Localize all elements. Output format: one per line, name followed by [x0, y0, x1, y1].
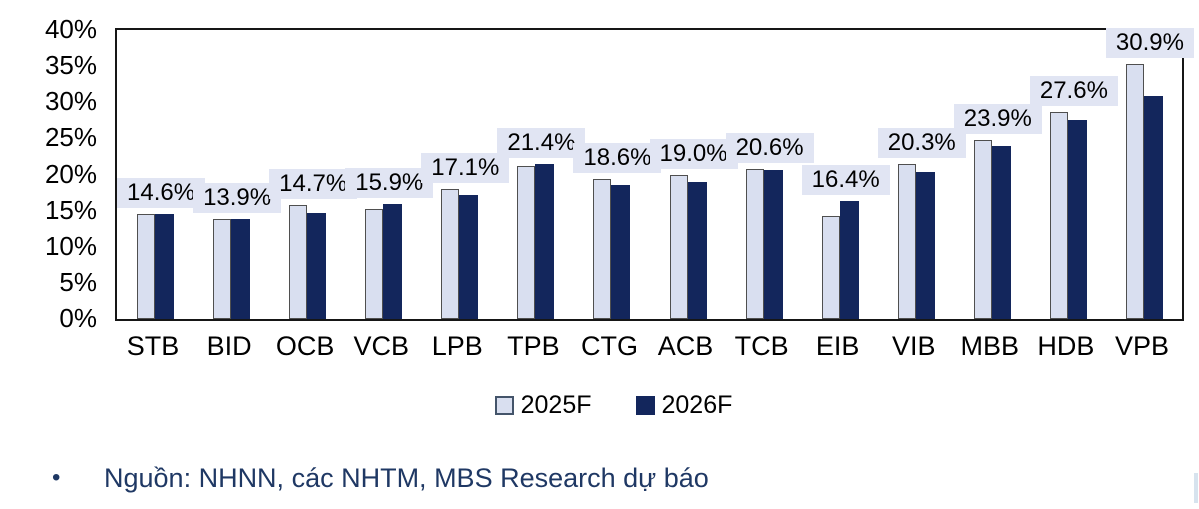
bar-2026f-tpb — [535, 164, 555, 319]
data-label-hdb: 27.6% — [1029, 76, 1118, 107]
data-label-stb: 14.6% — [117, 177, 206, 208]
data-label-vcb: 15.9% — [345, 168, 434, 199]
data-label-lpb: 17.1% — [421, 152, 510, 183]
data-label-tpb: 21.4% — [497, 128, 586, 159]
category-label-mbb: MBB — [960, 331, 1020, 361]
data-label-ocb: 14.7% — [269, 168, 358, 199]
y-tick-label: 35% — [44, 50, 97, 81]
category-label-hdb: HDB — [1037, 331, 1095, 361]
bar-2025f-bid — [213, 218, 232, 319]
data-label-tcb: 20.6% — [725, 132, 814, 163]
legend-swatch-2025f-icon — [494, 395, 514, 415]
bar-2025f-ctg — [593, 178, 612, 319]
bar-2025f-lpb — [441, 188, 460, 319]
legend-label-2026f: 2026F — [661, 391, 733, 419]
bar-2025f-acb — [669, 174, 688, 319]
category-label-vib: VIB — [891, 331, 936, 361]
y-tick-label: 15% — [44, 194, 97, 225]
legend-item-2026f: 2026F — [635, 391, 733, 419]
y-tick-label: 5% — [59, 266, 97, 297]
category-label-stb: STB — [126, 331, 180, 361]
source-note: • Nguồn: NHNN, các NHTM, MBS Research dự… — [52, 460, 709, 496]
corner-sliver — [1194, 473, 1198, 503]
y-tick-label: 20% — [44, 158, 97, 189]
data-label-mbb: 23.9% — [953, 103, 1042, 134]
bar-2026f-ocb — [307, 212, 327, 319]
bar-2026f-acb — [687, 181, 707, 319]
y-tick-label: 40% — [44, 14, 97, 44]
plot-area: 14.6% 13.9% 14.7% 15.9% 17.1% 21.4% 18.6% 19.0%… — [115, 27, 1194, 321]
bullet-icon: • — [52, 464, 61, 491]
bar-2026f-lpb — [459, 195, 479, 319]
y-tick-label: 0% — [59, 303, 97, 333]
category-label-vpb: VPB — [1114, 331, 1169, 361]
category-label-lpb: LPB — [431, 331, 483, 361]
bar-2026f-vib — [915, 172, 935, 319]
bar-2025f-vcb — [365, 209, 384, 319]
bar-2026f-ctg — [611, 184, 631, 319]
category-label-acb: ACB — [657, 331, 714, 361]
bar-2026f-mbb — [991, 146, 1011, 319]
bar-2026f-vcb — [383, 204, 403, 319]
bar-2025f-vpb — [1125, 63, 1144, 319]
category-label-vcb: VCB — [353, 331, 410, 361]
y-tick-label: 25% — [44, 122, 97, 153]
data-label-eib: 16.4% — [801, 164, 890, 195]
bar-2026f-eib — [839, 200, 859, 319]
legend: 2025F 2026F — [14, 392, 1199, 418]
bar-2026f-tcb — [763, 170, 783, 319]
data-label-bid: 13.9% — [193, 182, 282, 213]
legend-item-2025f: 2025F — [494, 391, 592, 419]
source-note-text: Nguồn: NHNN, các NHTM, MBS Research dự b… — [104, 463, 709, 493]
category-label-tcb: TCB — [734, 331, 789, 361]
category-label-ocb: OCB — [275, 331, 335, 361]
bar-2025f-vib — [897, 164, 916, 319]
bar-2026f-stb — [155, 213, 175, 319]
legend-label-2025f: 2025F — [520, 391, 592, 419]
bar-2026f-vpb — [1143, 95, 1163, 319]
bar-2025f-ocb — [289, 204, 308, 319]
bar-2025f-tcb — [745, 168, 764, 319]
y-tick-label: 10% — [44, 230, 97, 261]
bar-2025f-tpb — [517, 165, 536, 319]
category-label-tpb: TPB — [507, 331, 560, 361]
data-label-vpb: 30.9% — [1105, 27, 1194, 58]
data-label-ctg: 18.6% — [573, 142, 662, 173]
category-label-ctg: CTG — [580, 331, 638, 361]
data-label-acb: 19.0% — [649, 138, 738, 169]
data-label-vib: 20.3% — [877, 128, 966, 159]
category-label-bid: BID — [206, 331, 252, 361]
y-tick-label: 30% — [44, 86, 97, 117]
bar-2026f-bid — [231, 218, 251, 319]
bar-2025f-mbb — [973, 139, 992, 319]
legend-swatch-2026f-icon — [635, 395, 655, 415]
bar-2026f-hdb — [1067, 119, 1087, 319]
category-label-eib: EIB — [815, 331, 860, 361]
bar-2025f-eib — [821, 216, 840, 319]
bar-2025f-hdb — [1049, 112, 1068, 319]
bar-2025f-stb — [137, 214, 156, 319]
